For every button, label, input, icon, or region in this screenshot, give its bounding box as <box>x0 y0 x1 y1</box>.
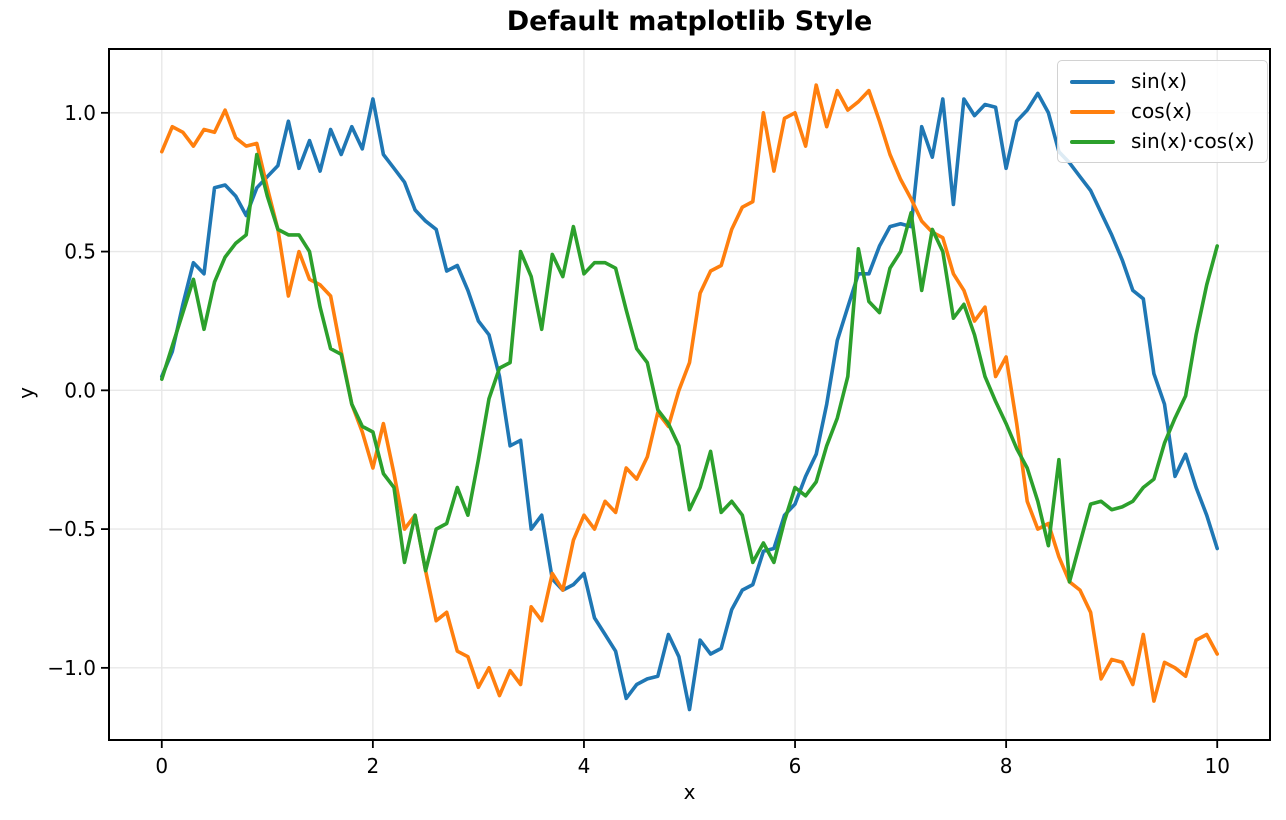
x-tick-label: 2 <box>366 754 379 778</box>
y-tick-label: 0.0 <box>64 378 96 402</box>
y-axis-label: y <box>14 387 38 399</box>
x-tick-label: 6 <box>789 754 802 778</box>
x-tick-label: 10 <box>1205 754 1230 778</box>
x-tick-label: 4 <box>578 754 591 778</box>
legend: sin(x) cos(x) sin(x)·cos(x) <box>1057 60 1268 163</box>
y-tick-label: 1.0 <box>64 101 96 125</box>
y-tick-label: −0.5 <box>47 517 96 541</box>
chart-title: Default matplotlib Style <box>506 6 873 37</box>
legend-line-sample <box>1070 139 1115 144</box>
axes-spines <box>108 48 1271 741</box>
legend-label: sin(x)·cos(x) <box>1131 129 1255 153</box>
x-axis-label: x <box>683 780 696 804</box>
y-tick-label: −1.0 <box>47 656 96 680</box>
x-tick-label: 0 <box>155 754 168 778</box>
series-line-2 <box>160 152 1219 584</box>
legend-line-sample <box>1070 79 1115 84</box>
legend-item-1: cos(x) <box>1070 99 1255 124</box>
legend-line-sample <box>1070 109 1115 114</box>
legend-item-0: sin(x) <box>1070 69 1255 94</box>
legend-label: cos(x) <box>1131 99 1193 123</box>
series-line-1 <box>160 83 1219 703</box>
x-tick-label: 8 <box>1000 754 1013 778</box>
y-tick-label: 0.5 <box>64 240 96 264</box>
legend-label: sin(x) <box>1131 69 1188 93</box>
series-line-0 <box>160 91 1219 712</box>
legend-item-2: sin(x)·cos(x) <box>1070 129 1255 154</box>
